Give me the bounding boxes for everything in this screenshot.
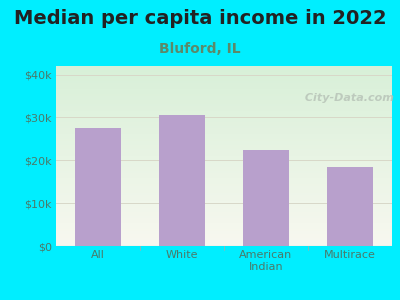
- Bar: [327, 167, 373, 246]
- Bar: [75, 128, 121, 246]
- Text: Median per capita income in 2022: Median per capita income in 2022: [14, 9, 386, 28]
- Text: City-Data.com: City-Data.com: [301, 93, 394, 103]
- Text: Bluford, IL: Bluford, IL: [159, 42, 241, 56]
- Bar: [243, 150, 289, 246]
- Bar: [159, 115, 205, 246]
